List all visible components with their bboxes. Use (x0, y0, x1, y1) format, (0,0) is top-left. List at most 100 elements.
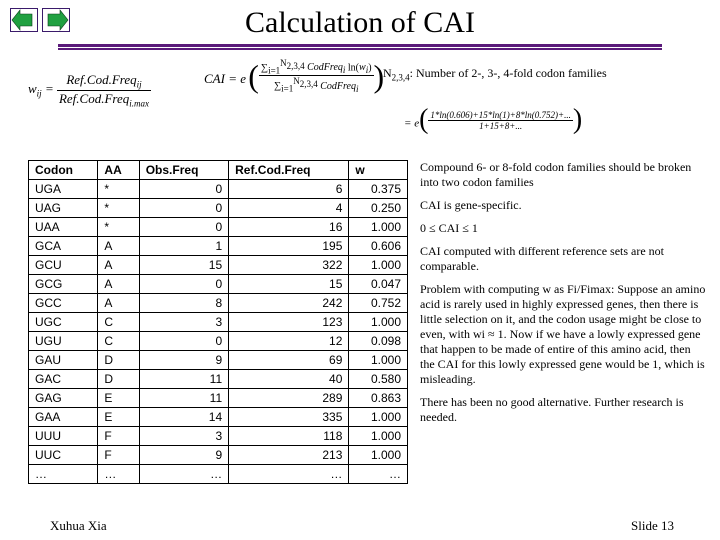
table-cell: A (98, 256, 139, 275)
table-cell: UAA (29, 218, 98, 237)
table-cell: E (98, 408, 139, 427)
table-cell: UUU (29, 427, 98, 446)
table-cell: 40 (229, 370, 349, 389)
table-cell: GAU (29, 351, 98, 370)
table-cell: 3 (139, 427, 228, 446)
table-row: GCCA82420.752 (29, 294, 408, 313)
table-cell: 1.000 (349, 218, 408, 237)
table-cell: … (229, 465, 349, 484)
table-cell: … (29, 465, 98, 484)
table-cell: A (98, 275, 139, 294)
table-cell: 15 (229, 275, 349, 294)
table-row: UGA*060.375 (29, 180, 408, 199)
table-cell: D (98, 351, 139, 370)
prev-arrow-icon[interactable] (10, 8, 38, 32)
table-row: …………… (29, 465, 408, 484)
table-row: UAA*0161.000 (29, 218, 408, 237)
table-cell: UGA (29, 180, 98, 199)
table-cell: 195 (229, 237, 349, 256)
table-cell: 1.000 (349, 256, 408, 275)
cai-formula: CAI = e (∑i=1N2,3,4 CodFreqi ln(wi)∑i=1N… (204, 58, 384, 94)
table-cell: GCU (29, 256, 98, 275)
table-cell: 11 (139, 370, 228, 389)
table-cell: 0 (139, 332, 228, 351)
table-cell: 0.375 (349, 180, 408, 199)
table-header: Ref.Cod.Freq (229, 161, 349, 180)
footer-author: Xuhua Xia (50, 518, 107, 534)
table-cell: C (98, 313, 139, 332)
n-note-prefix: N (383, 66, 392, 80)
table-cell: 16 (229, 218, 349, 237)
note-not-comparable: CAI computed with different reference se… (420, 244, 706, 274)
table-row: GCAA11950.606 (29, 237, 408, 256)
note-alternative: There has been no good alternative. Furt… (420, 395, 706, 425)
footer-slide-number: Slide 13 (631, 518, 674, 534)
table-row: GACD11400.580 (29, 370, 408, 389)
table-cell: 1.000 (349, 408, 408, 427)
table-row: UUCF92131.000 (29, 446, 408, 465)
table-row: GCUA153221.000 (29, 256, 408, 275)
notes-column: Compound 6- or 8-fold codon families sho… (420, 160, 706, 520)
note-problem: Problem with computing w as Fi/Fimax: Su… (420, 282, 706, 387)
table-cell: F (98, 427, 139, 446)
table-cell: 0 (139, 275, 228, 294)
table-cell: UAG (29, 199, 98, 218)
table-cell: 1.000 (349, 427, 408, 446)
table-cell: 289 (229, 389, 349, 408)
table-cell: … (349, 465, 408, 484)
table-header: Codon (29, 161, 98, 180)
table-cell: 0.047 (349, 275, 408, 294)
table-header: w (349, 161, 408, 180)
table-cell: * (98, 180, 139, 199)
note-gene-specific: CAI is gene-specific. (420, 198, 706, 213)
table-cell: 4 (229, 199, 349, 218)
table-cell: 69 (229, 351, 349, 370)
table-cell: GAC (29, 370, 98, 389)
table-cell: 1.000 (349, 313, 408, 332)
table-cell: A (98, 237, 139, 256)
table-cell: 0.863 (349, 389, 408, 408)
table-cell: UGU (29, 332, 98, 351)
table-cell: * (98, 218, 139, 237)
table-cell: 0 (139, 180, 228, 199)
table-cell: 9 (139, 446, 228, 465)
page-title: Calculation of CAI (0, 0, 720, 40)
note-compound: Compound 6- or 8-fold codon families sho… (420, 160, 706, 190)
table-row: UUUF31181.000 (29, 427, 408, 446)
n-note-rest: : Number of 2-, 3-, 4-fold codon familie… (410, 66, 607, 80)
codon-table: CodonAAObs.FreqRef.Cod.Freqw UGA*060.375… (28, 160, 408, 520)
table-cell: GAA (29, 408, 98, 427)
wij-formula: wij = Ref.Cod.FreqijRef.Cod.Freqi.max (28, 72, 151, 108)
table-cell: 0.606 (349, 237, 408, 256)
table-cell: 0.250 (349, 199, 408, 218)
cai-numeric-expansion: = e(1*ln(0.606)+15*ln(1)+8*ln(0.752)+...… (404, 104, 582, 136)
table-cell: 0 (139, 199, 228, 218)
n-note-sub: 2,3,4 (392, 72, 410, 82)
table-cell: 8 (139, 294, 228, 313)
table-cell: GCG (29, 275, 98, 294)
table-cell: * (98, 199, 139, 218)
table-cell: 1.000 (349, 351, 408, 370)
next-arrow-icon[interactable] (42, 8, 70, 32)
table-cell: 1.000 (349, 446, 408, 465)
table-cell: F (98, 446, 139, 465)
table-cell: GCA (29, 237, 98, 256)
formula-area: wij = Ref.Cod.FreqijRef.Cod.Freqi.max CA… (28, 60, 710, 130)
note-range: 0 ≤ CAI ≤ 1 (420, 221, 706, 236)
table-cell: 1 (139, 237, 228, 256)
table-row: GAAE143351.000 (29, 408, 408, 427)
table-cell: 6 (229, 180, 349, 199)
table-cell: 242 (229, 294, 349, 313)
table-cell: A (98, 294, 139, 313)
table-cell: … (139, 465, 228, 484)
table-cell: 322 (229, 256, 349, 275)
table-cell: … (98, 465, 139, 484)
table-cell: E (98, 389, 139, 408)
table-row: GAUD9691.000 (29, 351, 408, 370)
table-cell: 15 (139, 256, 228, 275)
table-cell: 0.098 (349, 332, 408, 351)
table-cell: 14 (139, 408, 228, 427)
table-cell: C (98, 332, 139, 351)
title-underline (58, 44, 662, 50)
table-cell: GAG (29, 389, 98, 408)
